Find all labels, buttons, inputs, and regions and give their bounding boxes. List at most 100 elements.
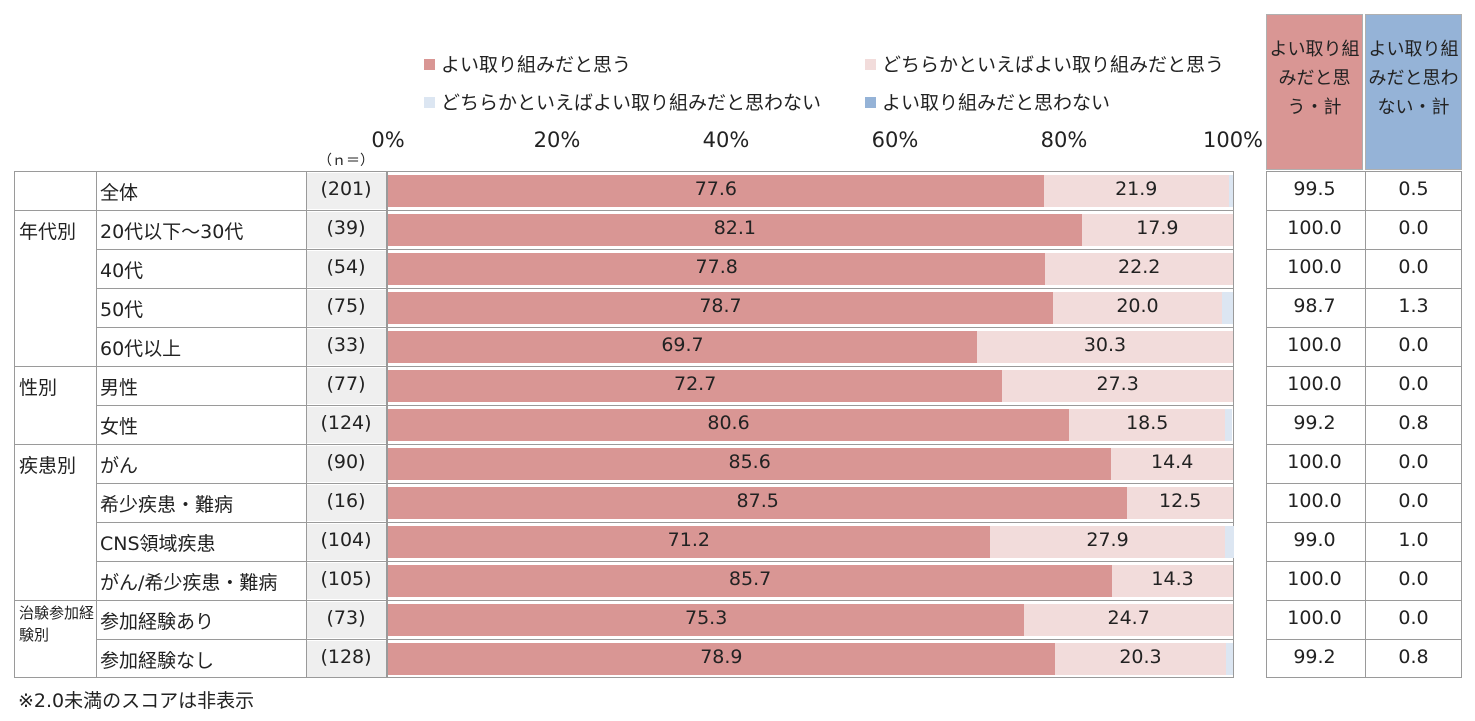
bar-segment bbox=[976, 331, 1233, 363]
row-separator bbox=[96, 483, 1233, 484]
legend-swatch-good bbox=[424, 59, 435, 70]
n-cell-shade bbox=[306, 173, 386, 209]
bar-segment bbox=[1043, 175, 1229, 207]
group-label: 治験参加経験別 bbox=[19, 604, 95, 644]
bar-segment bbox=[1045, 253, 1233, 285]
row-separator bbox=[14, 210, 1233, 211]
bar-value-label: 14.3 bbox=[1151, 568, 1194, 590]
n-column-divider bbox=[306, 171, 307, 678]
n-cell-shade bbox=[306, 329, 386, 365]
not-good-total-value: 0.0 bbox=[1398, 217, 1429, 239]
bar-segment bbox=[1054, 643, 1227, 675]
bar-segment bbox=[1225, 526, 1234, 558]
bar-value-label: 78.7 bbox=[699, 295, 742, 317]
legend-swatch-not-good bbox=[865, 97, 876, 108]
row-n: (124) bbox=[320, 412, 372, 434]
row-n: (54) bbox=[326, 256, 366, 278]
bar-segment bbox=[1225, 409, 1233, 441]
good-total-value: 100.0 bbox=[1287, 607, 1342, 629]
row-label: 60代以上 bbox=[100, 338, 182, 360]
row-separator bbox=[96, 327, 1233, 328]
good-total-value: 100.0 bbox=[1287, 451, 1342, 473]
not-good-total-value: 0.0 bbox=[1398, 334, 1429, 356]
good-total-header: よい取り組みだと思う・計 bbox=[1266, 14, 1363, 170]
bar-value-label: 20.0 bbox=[1116, 295, 1159, 317]
good-total-value: 99.2 bbox=[1293, 646, 1336, 668]
bar-value-label: 21.9 bbox=[1115, 178, 1158, 200]
not-good-total-value: 0.0 bbox=[1398, 490, 1429, 512]
not-good-total-header: よい取り組みだと思わない・計 bbox=[1365, 14, 1462, 170]
row-n: (75) bbox=[326, 295, 366, 317]
group-label: 年代別 bbox=[19, 221, 77, 243]
bar-segment bbox=[388, 448, 1112, 480]
n-cell-shade bbox=[306, 485, 386, 521]
x-tick-label: 60% bbox=[871, 128, 919, 152]
bar-value-label: 24.7 bbox=[1107, 607, 1150, 629]
x-tick-label: 20% bbox=[533, 128, 581, 152]
good-total-value: 100.0 bbox=[1287, 256, 1342, 278]
bar-segment bbox=[1002, 370, 1233, 402]
legend-swatch-somewhat-not-good bbox=[424, 97, 435, 108]
legend-label-somewhat-good: どちらかといえばよい取り組みだと思う bbox=[882, 54, 1225, 76]
bar-value-label: 77.6 bbox=[694, 178, 738, 200]
bar-value-label: 71.2 bbox=[667, 529, 710, 551]
n-cell-shade bbox=[306, 212, 386, 248]
bar-value-label: 72.7 bbox=[674, 373, 717, 395]
bar-segment bbox=[1024, 604, 1233, 636]
not-good-total-value: 0.0 bbox=[1398, 607, 1429, 629]
bar-segment bbox=[1112, 565, 1233, 597]
bar-segment bbox=[1226, 643, 1233, 675]
bar-segment bbox=[388, 487, 1128, 519]
not-good-total-value: 0.5 bbox=[1398, 178, 1429, 200]
good-total-value: 99.5 bbox=[1293, 178, 1336, 200]
legend-item-somewhat-not-good: どちらかといえばよい取り組みだと思わない bbox=[424, 88, 821, 115]
not-good-total-value: 0.0 bbox=[1398, 451, 1429, 473]
totals-row-separator bbox=[1266, 639, 1462, 640]
n-cell-shade bbox=[306, 602, 386, 638]
row-label: CNS領域疾患 bbox=[100, 533, 216, 555]
not-good-total-value: 0.8 bbox=[1398, 412, 1429, 434]
bar-segment bbox=[1222, 292, 1233, 324]
bar-value-label: 80.6 bbox=[707, 412, 750, 434]
bar-segment bbox=[388, 175, 1044, 207]
good-total-value: 99.2 bbox=[1293, 412, 1336, 434]
bar-value-label: 18.5 bbox=[1126, 412, 1169, 434]
n-cell-shade bbox=[306, 251, 386, 287]
row-separator bbox=[96, 639, 1233, 640]
n-cell-shade bbox=[306, 368, 386, 404]
row-n: (73) bbox=[326, 607, 366, 629]
bar-value-label: 85.6 bbox=[728, 451, 771, 473]
good-total-value: 100.0 bbox=[1287, 373, 1342, 395]
row-n: (39) bbox=[326, 217, 366, 239]
bar-segment bbox=[388, 526, 990, 558]
totals-row-separator bbox=[1266, 249, 1462, 250]
row-label: 50代 bbox=[100, 299, 144, 321]
totals-row-separator bbox=[1266, 444, 1462, 445]
row-n: (90) bbox=[326, 451, 366, 473]
row-label: 参加経験なし bbox=[100, 650, 215, 672]
bar-segment bbox=[388, 565, 1113, 597]
totals-row-separator bbox=[1266, 366, 1462, 367]
legend-item-somewhat-good: どちらかといえばよい取り組みだと思う bbox=[865, 50, 1224, 77]
bar-value-label: 17.9 bbox=[1136, 217, 1179, 239]
bar-segment bbox=[1053, 292, 1222, 324]
footnote: ※2.0未満のスコアは非表示 bbox=[18, 690, 255, 712]
not-good-total-value: 0.0 bbox=[1398, 568, 1429, 590]
bar-segment bbox=[388, 292, 1053, 324]
not-good-total-value: 0.0 bbox=[1398, 373, 1429, 395]
row-n: (16) bbox=[326, 490, 366, 512]
bar-segment bbox=[388, 604, 1025, 636]
bar-segment bbox=[1111, 448, 1233, 480]
row-label: がん/希少疾患・難病 bbox=[100, 572, 278, 594]
x-tick-label: 100% bbox=[1202, 128, 1264, 152]
bar-segment bbox=[1127, 487, 1233, 519]
bar-value-label: 14.4 bbox=[1151, 451, 1194, 473]
good-total-value: 100.0 bbox=[1287, 490, 1342, 512]
legend-label-not-good: よい取り組みだと思わない bbox=[882, 92, 1111, 114]
x-tick-label: 40% bbox=[702, 128, 750, 152]
good-total-value: 99.0 bbox=[1293, 529, 1336, 551]
x-tick-label: 80% bbox=[1040, 128, 1088, 152]
row-label: がん bbox=[100, 455, 139, 477]
legend-item-not-good: よい取り組みだと思わない bbox=[865, 88, 1110, 115]
x-tick-label: 0% bbox=[371, 128, 405, 152]
